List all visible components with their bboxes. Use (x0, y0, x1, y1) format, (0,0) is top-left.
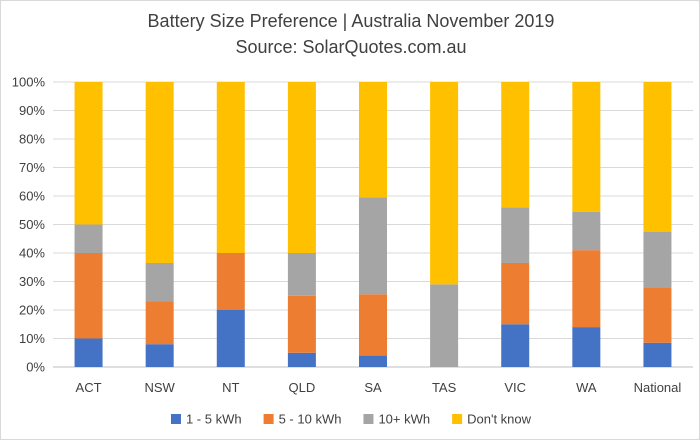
bar-segment (359, 82, 387, 198)
bar-segment (359, 355, 387, 367)
bar-segment (572, 327, 601, 367)
chart-title: Battery Size Preference | Australia Nove… (147, 11, 555, 31)
y-tick-label: 70% (19, 160, 45, 175)
bar-segment (643, 231, 672, 288)
bar-segment (501, 262, 530, 325)
x-tick-label: NT (222, 380, 239, 395)
bar-segment (643, 342, 672, 367)
bar-segment (287, 253, 316, 296)
x-tick-label: QLD (289, 380, 316, 395)
bar-segment (145, 82, 174, 263)
y-tick-label: 0% (26, 360, 45, 375)
bar-segment (501, 324, 530, 367)
y-tick-label: 80% (19, 132, 45, 147)
bar-segment (216, 310, 245, 367)
x-tick-label: SA (364, 380, 382, 395)
bar-segment (74, 338, 103, 367)
y-tick-label: 20% (19, 303, 45, 318)
bar-segment (216, 82, 245, 253)
bar-segment (572, 82, 601, 212)
bar-segment (74, 253, 103, 339)
x-tick-label: TAS (432, 380, 457, 395)
bar-segment (430, 284, 459, 367)
y-tick-label: 10% (19, 331, 45, 346)
x-tick-label: VIC (504, 380, 526, 395)
bar-segment (572, 250, 601, 328)
y-tick-label: 40% (19, 246, 45, 261)
x-tick-label: ACT (76, 380, 102, 395)
legend-label: Don't know (467, 412, 532, 427)
y-tick-label: 50% (19, 217, 45, 232)
bar-segment (287, 295, 316, 353)
y-tick-label: 30% (19, 274, 45, 289)
bar-segment (145, 301, 174, 345)
bar-segment (643, 82, 672, 232)
bar-segment (359, 294, 387, 356)
bar-segment (216, 253, 245, 310)
bar-segment (430, 82, 459, 285)
legend-label: 5 - 10 kWh (279, 412, 342, 427)
legend-label: 1 - 5 kWh (186, 412, 242, 427)
x-tick-label: National (634, 380, 682, 395)
bar-segment (643, 287, 672, 343)
bar-segment (572, 211, 601, 251)
legend-label: 10+ kWh (378, 412, 430, 427)
y-tick-label: 90% (19, 103, 45, 118)
bar-segment (501, 207, 530, 263)
y-tick-label: 100% (12, 75, 46, 90)
legend-swatch (170, 414, 181, 424)
chart-subtitle: Source: SolarQuotes.com.au (235, 37, 467, 57)
bar-segment (74, 82, 103, 225)
bar-segment (145, 262, 174, 302)
bar-segment (287, 82, 316, 253)
x-tick-label: NSW (144, 380, 175, 395)
y-tick-label: 60% (19, 189, 45, 204)
legend-swatch (452, 414, 463, 424)
x-tick-label: WA (576, 380, 597, 395)
bar-segment (359, 197, 387, 295)
bar-segment (501, 82, 530, 208)
legend-swatch (363, 414, 374, 424)
bar-segment (74, 224, 103, 253)
legend-swatch (263, 414, 274, 424)
bar-segment (287, 352, 316, 367)
bar-segment (145, 344, 174, 367)
